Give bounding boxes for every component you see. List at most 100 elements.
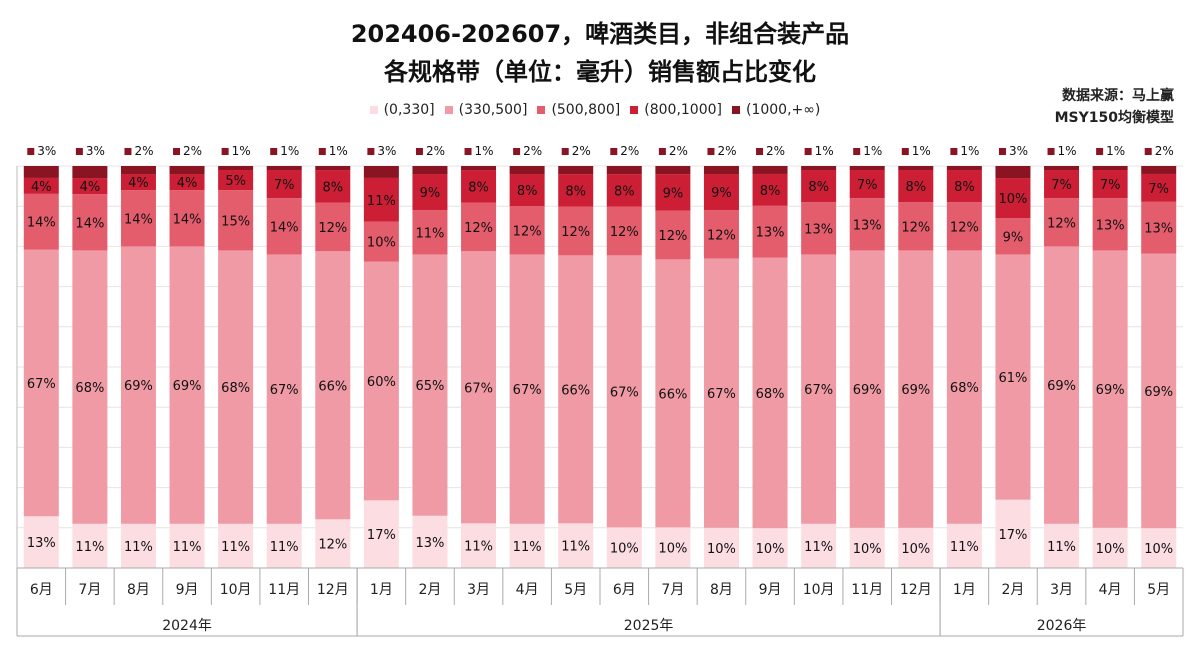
data-label-4-13: 2% xyxy=(669,144,688,158)
x-tick-label-8: 2月 xyxy=(418,582,441,598)
top-marker-6 xyxy=(318,148,326,155)
bar-segment-3-16 xyxy=(801,170,837,203)
bar-segment-2-19 xyxy=(946,202,982,251)
x-tick-label-14: 8月 xyxy=(710,582,733,598)
x-tick-label-1: 7月 xyxy=(78,582,101,598)
bar-segment-1-16 xyxy=(801,254,837,524)
data-label-0-16: 11% xyxy=(804,540,833,555)
bar-segment-2-20 xyxy=(995,218,1031,255)
bar-segment-1-20 xyxy=(995,254,1031,500)
data-label-4-23: 2% xyxy=(1155,144,1174,158)
x-tick-label-17: 11月 xyxy=(851,582,883,598)
data-label-3-18: 8% xyxy=(905,180,926,195)
bar-segment-4-4 xyxy=(218,166,254,171)
data-label-0-4: 11% xyxy=(221,540,250,555)
data-label-4-12: 2% xyxy=(620,144,639,158)
bar-segment-0-3 xyxy=(169,523,205,568)
data-label-0-12: 10% xyxy=(610,542,639,557)
bar-segment-3-17 xyxy=(849,170,885,199)
x-tick-label-11: 5月 xyxy=(564,582,587,598)
top-marker-12 xyxy=(610,148,618,155)
x-tick-label-6: 12月 xyxy=(317,582,349,598)
data-label-3-10: 8% xyxy=(517,184,538,199)
chart-legend: (0,330] (330,500] (500,800] (800,1000] (1000… xyxy=(0,102,1200,118)
data-label-2-13: 12% xyxy=(658,229,687,244)
data-label-0-18: 10% xyxy=(901,542,930,557)
bar-segment-3-10 xyxy=(509,174,545,207)
data-label-3-8: 9% xyxy=(420,186,441,201)
top-marker-23 xyxy=(1144,148,1152,155)
x-tick-label-3: 9月 xyxy=(176,582,199,598)
top-marker-16 xyxy=(804,148,812,155)
bar-segment-1-10 xyxy=(509,254,545,524)
data-label-0-10: 11% xyxy=(513,540,542,555)
bar-segment-4-19 xyxy=(946,166,982,171)
data-label-3-20: 10% xyxy=(999,192,1028,207)
data-label-4-4: 1% xyxy=(232,144,251,158)
bar-segment-3-6 xyxy=(315,170,351,203)
bar-segment-3-9 xyxy=(461,170,497,203)
bar-segment-0-5 xyxy=(266,523,302,568)
bar-segment-1-9 xyxy=(461,251,497,524)
bar-segment-3-2 xyxy=(120,174,156,191)
data-label-4-19: 1% xyxy=(960,144,979,158)
legend-item-0: (0,330] xyxy=(369,102,435,118)
bar-segment-3-23 xyxy=(1141,173,1177,202)
bar-segment-4-0 xyxy=(23,166,59,178)
data-label-4-7: 3% xyxy=(377,144,396,158)
bar-segment-4-9 xyxy=(461,166,497,171)
data-label-1-15: 68% xyxy=(756,387,785,402)
bar-segment-1-13 xyxy=(655,259,691,528)
bar-segment-2-1 xyxy=(72,194,108,251)
legend-swatch-3 xyxy=(630,106,639,114)
bar-segment-0-23 xyxy=(1141,528,1177,568)
data-label-4-17: 1% xyxy=(863,144,882,158)
bar-segment-4-15 xyxy=(752,166,788,174)
bar-segment-2-11 xyxy=(558,206,594,256)
bar-segment-4-8 xyxy=(412,166,448,175)
data-label-3-2: 4% xyxy=(128,176,149,191)
data-label-1-13: 66% xyxy=(658,387,687,402)
bar-segment-2-17 xyxy=(849,198,885,251)
data-label-2-16: 13% xyxy=(804,222,833,237)
x-tick-label-21: 3月 xyxy=(1050,582,1073,598)
top-marker-2 xyxy=(124,148,132,155)
bar-segment-0-6 xyxy=(315,519,351,568)
data-label-1-8: 65% xyxy=(416,379,445,394)
bar-segment-2-18 xyxy=(898,202,934,251)
data-label-4-6: 1% xyxy=(329,144,348,158)
bar-segment-3-21 xyxy=(1044,170,1080,199)
bar-segment-3-22 xyxy=(1092,170,1128,199)
x-tick-label-12: 6月 xyxy=(613,582,636,598)
bar-segment-2-3 xyxy=(169,190,205,247)
top-marker-5 xyxy=(270,148,278,155)
bar-segment-0-4 xyxy=(218,523,254,568)
bar-segment-0-14 xyxy=(703,527,739,568)
bar-segment-1-15 xyxy=(752,257,788,529)
x-tick-label-23: 5月 xyxy=(1147,582,1170,598)
data-label-1-0: 67% xyxy=(27,377,56,392)
data-label-3-0: 4% xyxy=(31,180,52,195)
data-label-4-11: 2% xyxy=(572,144,591,158)
data-label-3-1: 4% xyxy=(80,180,101,195)
bar-segment-1-7 xyxy=(363,261,399,501)
bar-segment-3-11 xyxy=(558,174,594,207)
data-label-3-3: 4% xyxy=(177,176,198,191)
bar-segment-2-5 xyxy=(266,198,302,255)
bar-segment-4-16 xyxy=(801,166,837,171)
data-label-3-5: 7% xyxy=(274,178,295,193)
bar-segment-0-1 xyxy=(72,523,108,568)
data-label-4-3: 2% xyxy=(183,144,202,158)
top-marker-15 xyxy=(756,148,764,155)
data-label-4-1: 3% xyxy=(86,144,105,158)
bar-segment-0-12 xyxy=(606,527,642,568)
bar-segment-1-19 xyxy=(946,250,982,524)
data-label-0-20: 17% xyxy=(999,528,1028,543)
data-label-1-9: 67% xyxy=(464,381,493,396)
x-tick-label-10: 4月 xyxy=(516,582,539,598)
bar-segment-4-12 xyxy=(606,166,642,175)
bar-segment-0-18 xyxy=(898,527,934,568)
legend-swatch-4 xyxy=(732,106,740,114)
bar-segment-1-1 xyxy=(72,250,108,524)
bar-segment-1-14 xyxy=(703,258,739,528)
